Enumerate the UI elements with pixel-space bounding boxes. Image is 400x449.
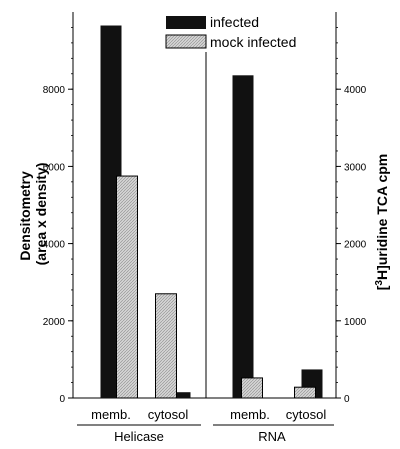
left-tick-label: 2000 bbox=[43, 317, 66, 328]
left-tick-label: 6000 bbox=[43, 162, 66, 173]
left-y-axis: 0 2000 4000 6000 8000 bbox=[43, 27, 73, 405]
right-axis-title-prefix: [ bbox=[374, 285, 390, 290]
category-label-rna-memb: memb. bbox=[230, 407, 270, 422]
bar-rna-memb-infected bbox=[232, 75, 254, 398]
bar-helicase-cytosol-infected bbox=[169, 392, 191, 398]
right-tick-label: 2000 bbox=[344, 240, 367, 251]
right-tick-label: 1000 bbox=[344, 317, 367, 328]
category-label-helicase-cytosol: cytosol bbox=[148, 407, 189, 422]
group-label-helicase: Helicase bbox=[114, 429, 164, 444]
right-y-axis: 0 1000 2000 3000 4000 bbox=[336, 27, 367, 405]
legend-swatch-mock-infected bbox=[165, 34, 207, 49]
left-axis-title-line-1: Densitometry bbox=[17, 171, 33, 261]
bar-rna-memb-mock-infected bbox=[241, 377, 263, 399]
right-axis-title-superscript: 3 bbox=[374, 280, 385, 286]
left-tick-label: 8000 bbox=[43, 85, 66, 96]
right-tick-label: 3000 bbox=[344, 162, 367, 173]
legend: infected mock infected bbox=[165, 14, 296, 50]
legend-swatch-infected bbox=[166, 16, 206, 29]
right-axis-title-suffix: H]uridine TCA cpm bbox=[374, 154, 390, 280]
category-label-helicase-memb: memb. bbox=[91, 407, 131, 422]
bars-layer bbox=[100, 25, 323, 399]
bar-helicase-cytosol-mock-infected bbox=[155, 293, 177, 399]
group-label-rna: RNA bbox=[258, 429, 286, 444]
left-tick-label: 0 bbox=[59, 394, 65, 405]
bar-rna-cytosol-mock-infected bbox=[294, 386, 316, 399]
category-label-rna-cytosol: cytosol bbox=[286, 407, 327, 422]
bar-helicase-memb-mock-infected bbox=[116, 175, 138, 399]
left-axis-title-line-2: (area x density) bbox=[33, 163, 49, 266]
left-tick-label: 4000 bbox=[43, 240, 66, 251]
legend-label-infected: infected bbox=[210, 14, 259, 30]
right-tick-label: 0 bbox=[344, 394, 350, 405]
left-axis-title: Densitometry (area x density) bbox=[17, 163, 49, 266]
right-tick-label: 4000 bbox=[344, 85, 367, 96]
right-axis-title: [3H]uridine TCA cpm bbox=[374, 154, 390, 291]
legend-label-mock-infected: mock infected bbox=[210, 34, 296, 50]
